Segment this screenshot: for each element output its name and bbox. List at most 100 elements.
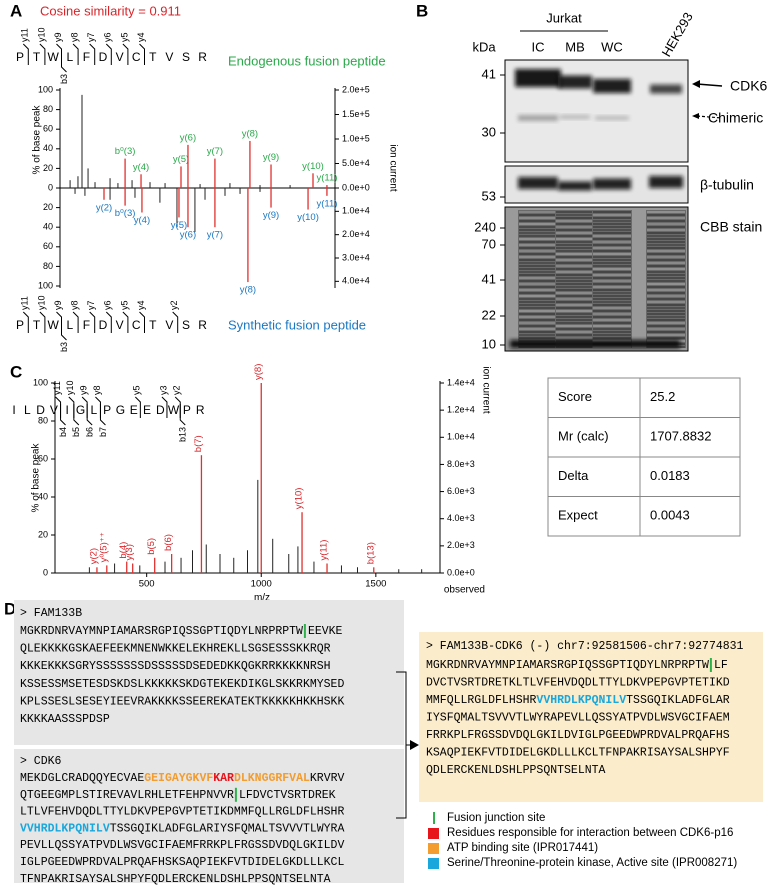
residue: P (103, 403, 111, 417)
marker-label: 41 (482, 271, 496, 286)
band (515, 69, 561, 87)
band (650, 84, 682, 94)
tick-label: 80 (43, 104, 53, 114)
table-text: Delta (558, 468, 589, 483)
residue: D (156, 403, 165, 417)
lane-label: IC (532, 39, 545, 54)
peak-label: b(6) (163, 534, 174, 551)
peak-label: y(5) (171, 220, 187, 231)
peak-label: y(10) (302, 161, 324, 172)
sequence-segment: TFNPAKRISAYSALSHPYFQDLERCKENLDSHLPPSQNTS… (20, 873, 331, 886)
table-text: 25.2 (650, 389, 675, 404)
series-name: Synthetic fusion peptide (228, 317, 366, 332)
peak-label: y(7) (207, 146, 223, 157)
sequence-segment: TSSGQIKLADFGLAR (626, 694, 730, 707)
band (593, 79, 631, 93)
x-axis-label: m/z (254, 593, 270, 604)
y-axis-label: % of base peak (31, 443, 42, 513)
sequence-line: KKKEKKKSGRYSSSSSSSDSSSSSDSEDEDKKQGKRRKKK… (20, 660, 331, 673)
residue: C (132, 318, 141, 332)
residue: V (116, 318, 124, 332)
gel-front (510, 340, 680, 348)
y2-axis-label: ion current (387, 144, 398, 191)
table-cell (639, 456, 741, 497)
unit-label: kDa (472, 39, 496, 54)
sequence-segment: LFDVCTVSRTDREK (239, 789, 336, 802)
marker-label: 70 (482, 236, 496, 251)
ion-marker (89, 43, 96, 65)
sequence-segment: KRVRV (310, 772, 345, 785)
peak-label: b(13) (365, 542, 376, 564)
sequence-segment: KKKEKKKSGRYSSSSSSSDSSSSSDSEDEDKKQGKRRKKK… (20, 660, 331, 673)
ion-label: y6 (103, 32, 113, 42)
sequence-segment: LTLVFEHVDQDLTTYLDKVPEPGVPTETIKDMMFQLLRGL… (20, 806, 344, 819)
sequence-header: > FAM133B (20, 607, 82, 620)
tick-label: 2.0e+5 (342, 84, 370, 94)
peak-label: y(8) (253, 364, 264, 380)
peak-label: y(4) (133, 162, 149, 173)
ion-label: y9 (79, 385, 89, 395)
ion-label: b3 (59, 342, 69, 352)
lane-label: WC (601, 39, 623, 54)
sequence-segment: KKKKAASSSPDSP (20, 713, 110, 726)
peak-label: y(9) (263, 152, 279, 163)
peak-label: y(11) (316, 198, 337, 209)
sequence-line: QTGEEGMPLSTIREVAVLRHLETFEHPNVVR LFDVCTVSR… (20, 789, 336, 802)
tick-label: 0.0e+0 (447, 567, 475, 577)
residue: I (66, 403, 69, 417)
tick-label: 1.0e+4 (342, 206, 370, 216)
band (593, 178, 631, 190)
marker-label: 240 (474, 219, 496, 234)
residue: L (66, 318, 73, 332)
residue: V (165, 318, 173, 332)
tick-label: 80 (43, 261, 53, 271)
arrow-head (692, 113, 699, 119)
marker-label: 10 (482, 336, 496, 351)
legend-swatch (428, 828, 439, 839)
tick-label: 100 (38, 280, 53, 290)
tick-label: 3.0e+4 (342, 252, 370, 262)
legend-label: Serine/Threonine-protein kinase, Active … (447, 857, 737, 869)
band-label: Chimeric (708, 110, 763, 126)
ion-label: y6 (103, 300, 113, 310)
residue: V (165, 50, 173, 64)
tick-label: 60 (38, 453, 48, 463)
residue: W (168, 403, 180, 417)
sequence-segment: KAR (213, 772, 234, 785)
marker-label: 22 (482, 307, 496, 322)
tick-label: 5.0e+4 (342, 158, 370, 168)
x-axis-note: observed (444, 585, 485, 596)
sequence-line: MGKRDNRVAYMNPIAMARSRGPIQSSGPTIQDYLNRPRPT… (426, 659, 728, 672)
sequence-line: TFNPAKRISAYSALSHPYFQDLERCKENLDSHLPPSQNTS… (20, 873, 331, 886)
ion-marker (22, 311, 29, 333)
peak-label: b(5) (146, 538, 157, 555)
sequence-segment: EEVKE (308, 625, 343, 638)
marker-label: 53 (482, 188, 496, 203)
table-text: Score (558, 389, 592, 404)
ion-label: y3 (158, 385, 168, 395)
peak-label: y(2) (88, 548, 99, 564)
sequence-line: IGLPGEEDWPRDVALPRQAFHSKSAQPIEKFVTDIDELGK… (20, 856, 344, 869)
band-label: CBB stain (700, 219, 762, 235)
residue: F (83, 318, 90, 332)
sequence-line: KSSESSMSETESDSKDSLKKKKKSKDGTEKEKDIKGLSKK… (20, 678, 344, 691)
ion-marker (179, 404, 186, 426)
sequence-segment: VVHRDLKPQNILV (20, 822, 110, 835)
ion-label: b3 (59, 74, 69, 84)
ion-label: y4 (136, 300, 146, 310)
table-cell (639, 496, 741, 537)
residue: P (16, 50, 24, 64)
ion-label: y8 (69, 300, 79, 310)
residue: T (149, 318, 157, 332)
tick-label: 1.4e+4 (447, 377, 475, 387)
marker-label: 30 (482, 124, 496, 139)
tick-label: 2.0e+3 (447, 540, 475, 550)
peak-label: b(4) (118, 542, 129, 559)
band-label: β-tubulin (700, 177, 754, 193)
band (518, 177, 558, 189)
peak-label: y(2) (96, 202, 112, 213)
sequence-segment: KSSESSMSETESDSKDSLKKKKKSKDGTEKEKDIKGLSKK… (20, 678, 344, 691)
table-cell (639, 417, 741, 458)
panel-letter: C (10, 362, 22, 381)
lane-label: HEK293 (659, 10, 696, 59)
